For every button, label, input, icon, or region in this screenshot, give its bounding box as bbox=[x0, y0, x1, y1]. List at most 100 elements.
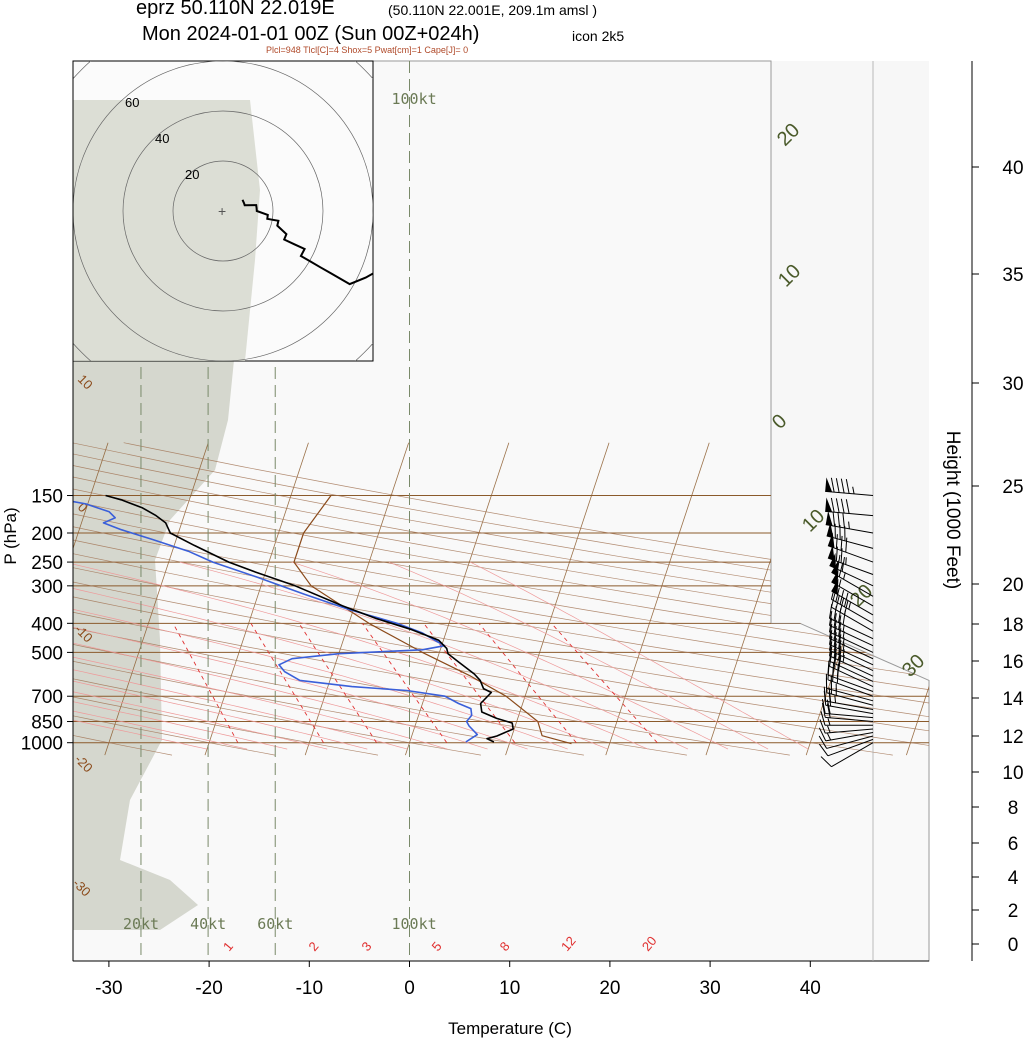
barb-flag bbox=[829, 641, 833, 656]
barb-staff bbox=[826, 687, 874, 702]
mixing-ratio-line bbox=[172, 623, 239, 743]
barb-flag bbox=[818, 743, 829, 757]
barb-half-flag bbox=[843, 572, 846, 580]
barb-flag bbox=[832, 511, 836, 527]
speed-reference-label: 40kt bbox=[190, 915, 226, 933]
station-coords: (50.110N 22.001E, 209.1m amsl ) bbox=[388, 2, 598, 18]
hodograph-trace bbox=[241, 199, 373, 286]
barb-half-flag bbox=[834, 695, 837, 703]
barb-staff bbox=[827, 738, 874, 757]
wind-barb bbox=[829, 651, 874, 688]
hodograph-content: 20 40 60 + bbox=[73, 61, 373, 361]
hodograph-ring bbox=[172, 160, 274, 262]
barb-flag bbox=[845, 537, 848, 553]
barb-staff bbox=[827, 545, 874, 563]
barb-flag bbox=[835, 534, 838, 549]
barb-staff bbox=[826, 735, 874, 749]
barb-pennant bbox=[825, 497, 833, 513]
moist-adiabat-line bbox=[470, 561, 809, 750]
barb-flag bbox=[829, 603, 833, 619]
barb-staff bbox=[825, 700, 874, 710]
moist-adiabat-line bbox=[73, 561, 248, 750]
wind-barb bbox=[826, 522, 874, 549]
dewpoint-trace bbox=[73, 500, 479, 743]
barb-half-flag bbox=[845, 557, 847, 565]
sounding-indices: Plcl=948 Tlcl[C]=4 Shox=5 Pwat[cm]=1 Cap… bbox=[266, 45, 469, 55]
barb-flag bbox=[833, 613, 837, 628]
wind-barb bbox=[827, 665, 874, 697]
height-tick-label: 16 bbox=[1002, 652, 1023, 673]
barb-pennant bbox=[831, 569, 839, 586]
barb-flag bbox=[840, 535, 843, 551]
barb-flag bbox=[840, 548, 843, 563]
barb-staff bbox=[825, 728, 874, 734]
barb-half-flag bbox=[827, 718, 831, 726]
dry-adiabat-line bbox=[73, 442, 929, 756]
moist-adiabat-line bbox=[73, 561, 288, 750]
dry-adiabat-line bbox=[73, 442, 276, 756]
mixing-ratio-line bbox=[423, 623, 516, 743]
barb-flag bbox=[842, 610, 846, 625]
pressure-tick-label: 1000 bbox=[21, 734, 63, 755]
temperature-tick-label: 20 bbox=[599, 978, 620, 999]
barb-half-flag bbox=[838, 579, 842, 587]
barb-staff bbox=[829, 624, 874, 647]
barb-flag bbox=[837, 512, 841, 528]
wind-barb bbox=[830, 585, 874, 624]
height-tick-label: 20 bbox=[1002, 575, 1023, 596]
barb-flag bbox=[840, 478, 845, 494]
wind-barb bbox=[829, 603, 874, 640]
barb-staff bbox=[829, 660, 874, 682]
wind-barb bbox=[831, 560, 874, 597]
barb-half-flag bbox=[842, 631, 845, 639]
moist-adiabat-line bbox=[73, 561, 448, 750]
dry-adiabat-line bbox=[73, 442, 687, 756]
barb-flag bbox=[829, 635, 833, 651]
barb-half-flag bbox=[842, 649, 845, 657]
barb-flag bbox=[823, 690, 827, 706]
dry-adiabat-line bbox=[73, 442, 929, 756]
dry-adiabat-line bbox=[73, 442, 929, 756]
barb-half-flag bbox=[848, 602, 852, 610]
moist-adiabat-line bbox=[179, 561, 689, 750]
barb-flag bbox=[829, 610, 833, 626]
barb-staff bbox=[831, 742, 874, 768]
moist-adiabat-line bbox=[73, 561, 488, 750]
barb-staff bbox=[825, 712, 874, 719]
wind-barb bbox=[831, 569, 874, 607]
wind-barb bbox=[819, 719, 874, 734]
moist-adiabat-line bbox=[73, 561, 368, 750]
x-axis-label: Temperature (C) bbox=[448, 1019, 572, 1038]
barb-flag bbox=[821, 702, 826, 718]
mixing-ratio-line bbox=[362, 623, 448, 743]
barb-staff bbox=[827, 674, 874, 692]
dry-adiabat-line bbox=[73, 442, 584, 756]
barb-flag bbox=[818, 735, 828, 749]
barb-flag bbox=[838, 634, 842, 649]
barb-staff bbox=[826, 535, 874, 549]
wind-barb bbox=[829, 641, 874, 677]
barb-pennant bbox=[831, 560, 839, 576]
moist-adiabat-line bbox=[73, 561, 649, 750]
barb-flag bbox=[838, 640, 842, 655]
height-tick-label: 10 bbox=[1002, 763, 1023, 784]
dry-adiabat-line bbox=[73, 442, 929, 756]
barb-flag bbox=[835, 498, 840, 513]
barb-flag bbox=[838, 608, 842, 623]
dry-adiabat-line bbox=[73, 442, 790, 756]
barb-flag bbox=[838, 628, 842, 643]
barb-half-flag bbox=[852, 486, 855, 494]
barb-flag bbox=[839, 590, 845, 605]
barb-flag bbox=[840, 498, 845, 514]
barb-half-flag bbox=[842, 654, 845, 663]
barb-flag bbox=[830, 585, 836, 600]
y-axis-label: P (hPa) bbox=[1, 507, 20, 564]
speed-reference-label: 100kt bbox=[392, 90, 437, 108]
barb-flag bbox=[835, 478, 840, 493]
barb-flag bbox=[829, 624, 833, 639]
hodograph-ring-label: 20 bbox=[185, 167, 199, 182]
dry-adiabat-line bbox=[73, 442, 929, 756]
barb-flag bbox=[833, 606, 837, 621]
temperature-tick-label: 40 bbox=[800, 978, 821, 999]
